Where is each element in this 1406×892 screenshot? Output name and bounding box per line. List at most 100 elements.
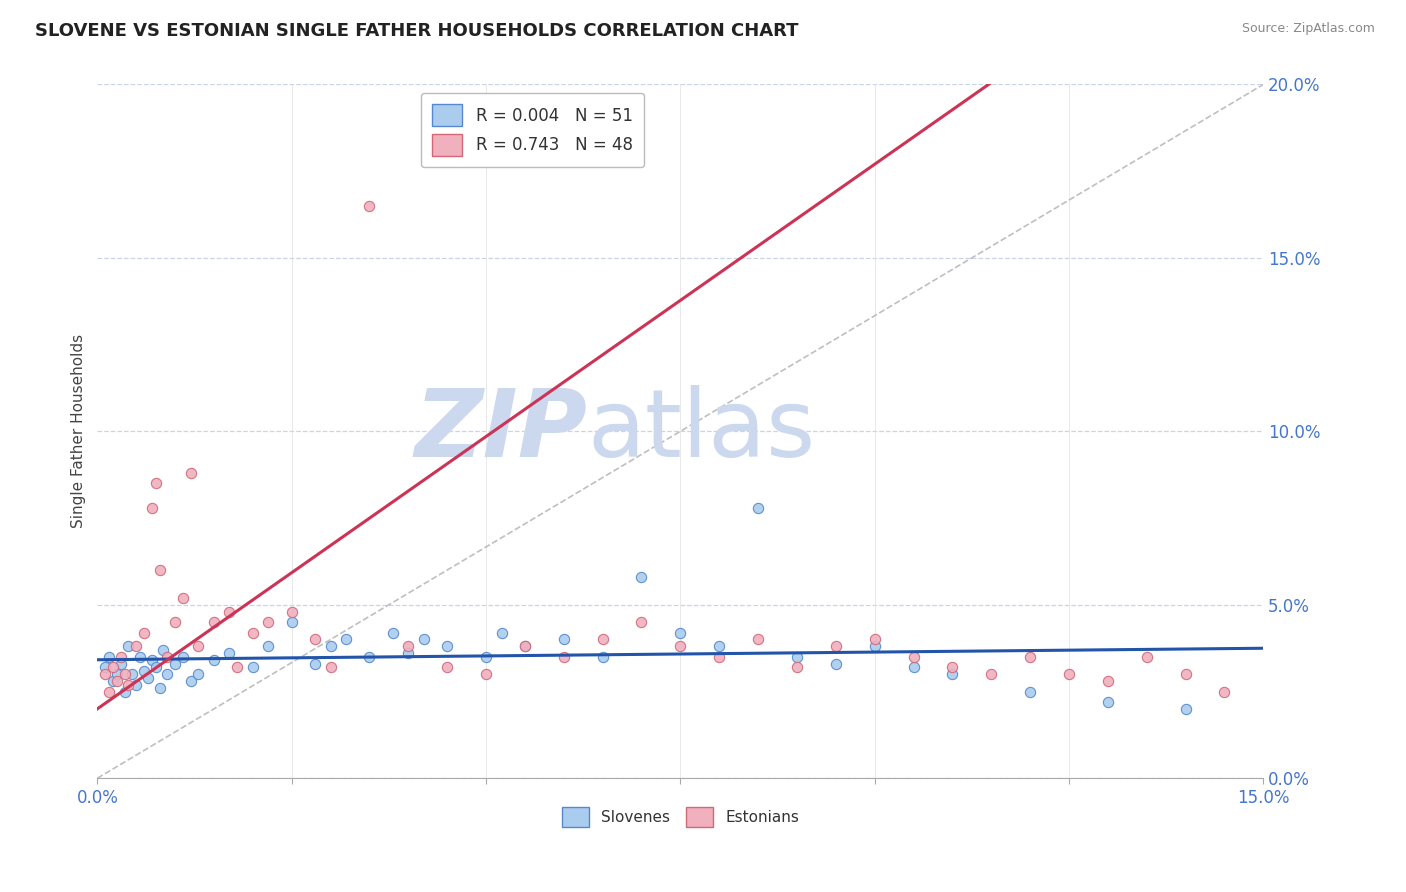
Point (172, 649, 194, 664)
Point (436, 660, 458, 674)
Point (1019, 649, 1042, 664)
Point (165, 615, 187, 629)
Point (172, 591, 194, 605)
Point (1019, 684, 1042, 698)
Text: ZIP: ZIP (415, 385, 588, 477)
Point (941, 667, 963, 681)
Point (381, 625, 404, 640)
Point (98, 649, 121, 664)
Point (630, 615, 652, 629)
Point (98, 684, 121, 698)
Point (669, 640, 692, 654)
Point (709, 649, 731, 664)
Point (513, 640, 536, 654)
Point (824, 640, 846, 654)
Point (396, 646, 419, 660)
Point (226, 660, 249, 674)
Point (359, 199, 381, 213)
Point (592, 632, 614, 647)
Point (1097, 695, 1119, 709)
Point (1213, 684, 1236, 698)
Point (669, 625, 692, 640)
Point (824, 657, 846, 671)
Point (141, 653, 163, 667)
Point (242, 625, 264, 640)
Point (319, 660, 342, 674)
Point (319, 640, 342, 654)
Point (132, 625, 155, 640)
Point (903, 660, 925, 674)
Point (180, 674, 202, 689)
Point (218, 605, 240, 619)
Point (117, 640, 139, 654)
Point (980, 667, 1002, 681)
Point (304, 632, 326, 647)
Point (117, 677, 139, 691)
Point (475, 649, 498, 664)
Point (786, 649, 808, 664)
Point (280, 615, 302, 629)
Point (359, 649, 381, 664)
Point (412, 632, 434, 647)
Point (436, 640, 458, 654)
Point (94, 660, 117, 674)
Point (152, 643, 174, 657)
Point (156, 649, 179, 664)
Point (114, 684, 136, 698)
Point (156, 667, 179, 681)
Point (941, 660, 963, 674)
Point (136, 671, 159, 685)
Point (202, 615, 225, 629)
Point (553, 649, 575, 664)
Point (242, 660, 264, 674)
Point (148, 681, 170, 695)
Point (187, 640, 209, 654)
Point (304, 657, 326, 671)
Text: Source: ZipAtlas.com: Source: ZipAtlas.com (1241, 22, 1375, 36)
Point (786, 660, 808, 674)
Point (148, 563, 170, 577)
Point (863, 632, 886, 647)
Point (1057, 667, 1080, 681)
Point (101, 674, 124, 689)
Point (747, 632, 769, 647)
Point (202, 653, 225, 667)
Point (94, 667, 117, 681)
Point (592, 649, 614, 664)
Point (218, 646, 240, 660)
Point (110, 649, 132, 664)
Point (709, 640, 731, 654)
Point (110, 657, 132, 671)
Text: SLOVENE VS ESTONIAN SINGLE FATHER HOUSEHOLDS CORRELATION CHART: SLOVENE VS ESTONIAN SINGLE FATHER HOUSEH… (35, 22, 799, 40)
Point (257, 615, 280, 629)
Point (553, 632, 575, 647)
Point (396, 640, 419, 654)
Point (1097, 674, 1119, 689)
Point (105, 674, 128, 689)
Point (125, 640, 148, 654)
Point (1136, 649, 1159, 664)
Point (1174, 667, 1197, 681)
Point (747, 500, 769, 515)
Point (145, 660, 167, 674)
Point (101, 660, 124, 674)
Point (145, 476, 167, 491)
Point (165, 657, 187, 671)
Text: atlas: atlas (588, 385, 815, 477)
Point (280, 605, 302, 619)
Point (491, 625, 513, 640)
Point (121, 667, 143, 681)
Point (630, 570, 652, 584)
Point (903, 649, 925, 664)
Point (129, 649, 152, 664)
Point (105, 667, 128, 681)
Point (114, 667, 136, 681)
Point (141, 500, 163, 515)
Point (335, 632, 357, 647)
Point (125, 677, 148, 691)
Point (132, 664, 155, 678)
Point (475, 667, 498, 681)
Point (180, 466, 202, 480)
Point (257, 640, 280, 654)
Point (187, 667, 209, 681)
